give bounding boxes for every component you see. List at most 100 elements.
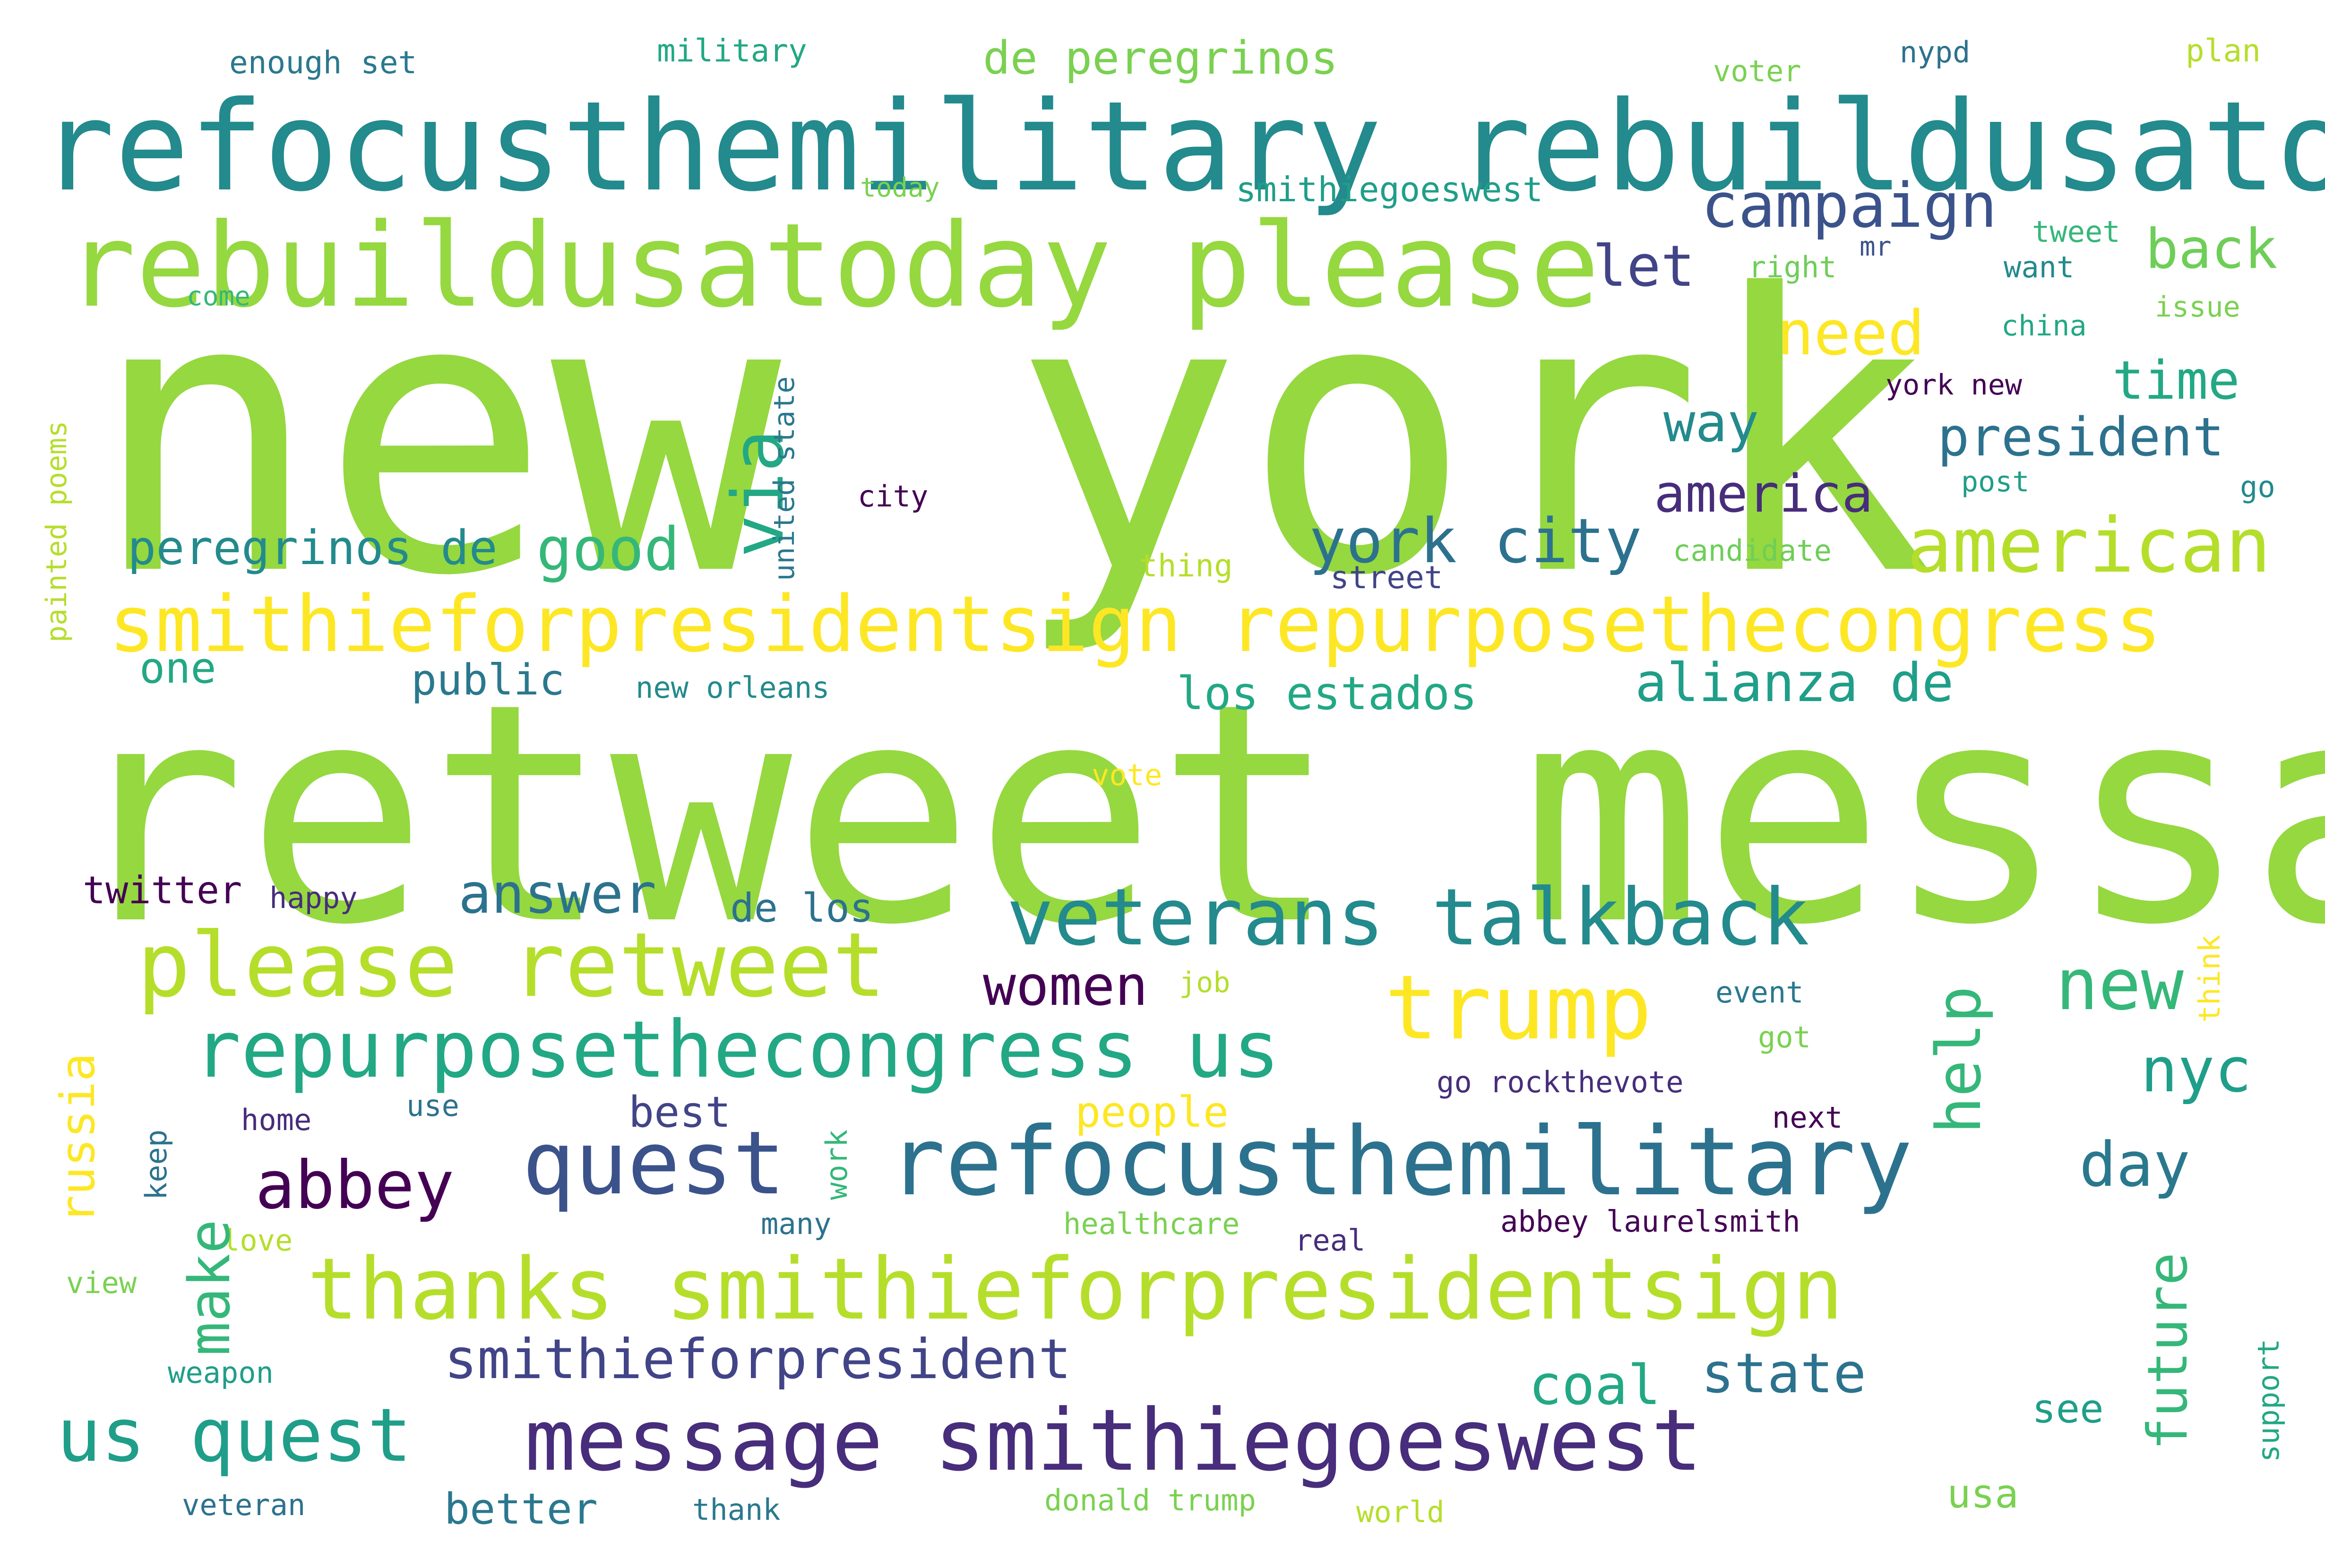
word-please-retweet: please retweet [137,914,886,1017]
word-think: think [2192,934,2227,1023]
word-one: one [139,643,216,693]
word-york-city: york city [1309,505,1642,577]
word-campaign: campaign [1701,170,1998,241]
word-let: let [1593,234,1695,300]
word-state: state [1701,1342,1867,1405]
word-got: got [1758,1020,1811,1054]
word-alianza-de: alianza de [1635,652,1954,714]
word-go-rockthevote: go rockthevote [1437,1065,1684,1099]
word-today: today [860,172,940,203]
word-peregrinos-de: peregrinos de [128,520,498,575]
word-street: street [1330,559,1443,596]
word-time: time [2112,350,2240,411]
word-right: right [1748,250,1837,284]
word-best: best [629,1088,731,1137]
word-new-york: new york [90,214,1934,660]
word-new: new [2056,944,2184,1026]
word-make: make [177,1219,243,1356]
word-healthcare: healthcare [1063,1207,1240,1241]
word-american: american [1907,501,2271,590]
word-job: job [1179,966,1231,999]
word-donald-trump: donald trump [1044,1483,1256,1517]
word-keep: keep [139,1129,173,1200]
word-use: use [406,1088,459,1123]
word-thing: thing [1139,548,1233,584]
word-future: future [2136,1252,2200,1450]
word-real: real [1295,1223,1366,1258]
word-support: support [2251,1338,2286,1462]
word-next: next [1772,1100,1843,1135]
word-refocusthemilitary-rebuildusatoday: refocusthemilitary rebuildusatoday [40,75,2325,219]
word-happy: happy [269,881,358,915]
word-come: come [187,281,250,312]
word-smithieforpresidentsign-repurposethecongress: smithieforpresidentsign repurposethecong… [109,579,2162,669]
word-enough-set: enough set [229,44,417,81]
word-post: post [1961,465,2030,498]
word-message-smithiegoeswest: message smithiegoeswest [525,1391,1703,1490]
word-vote: vote [1092,758,1162,792]
word-women: women [983,954,1148,1018]
word-retweet-message: retweet message [64,639,2325,991]
word-refocusthemilitary: refocusthemilitary [888,1107,1913,1217]
word-better: better [444,1484,598,1534]
word-way: way [1663,393,1759,454]
word-world: world [1356,1495,1445,1529]
word-rebuildusatoday-please: rebuildusatoday please [66,198,1600,333]
word-candidate: candidate [1673,533,1832,568]
word-us-quest: us quest [57,1392,412,1478]
word-veteran: veteran [182,1488,306,1522]
word-home: home [241,1103,312,1137]
word-painted-poems: painted poems [40,420,73,643]
word-united-state: united state [768,376,801,581]
word-want: want [2004,250,2075,284]
word-abbey: abbey [255,1147,455,1224]
word-people: people [1075,1088,1229,1137]
word-new-orleans: new orleans [636,670,830,705]
word-abbey-laurelsmith: abbey laurelsmith [1500,1204,1800,1239]
word-los-estados: los estados [1177,667,1477,720]
word-nypd: nypd [1900,35,1971,69]
word-weapon: weapon [168,1355,274,1390]
word-day: day [2079,1129,2190,1200]
word-voter: voter [1713,54,1801,88]
word-veterans-talkback: veterans talkback [1007,872,1809,963]
word-need: need [1777,297,1925,369]
word-plan: plan [2186,33,2261,69]
word-tweet: tweet [2032,214,2120,249]
word-de-los: de los [730,885,874,931]
word-president: president [1938,407,2224,468]
word-coal: coal [1529,1354,1661,1417]
word-good: good [536,514,680,584]
word-smithiegoeswest: smithiegoeswest [1236,170,1543,209]
word-city: city [858,479,929,514]
word-quest: quest [522,1112,785,1214]
word-york-new: york new [1886,368,2022,402]
word-nyc: nyc [2141,1034,2252,1106]
word-thanks-smithieforpresidentsign: thanks smithieforpresidentsign [307,1240,1844,1339]
word-work: work [819,1129,854,1200]
word-many: many [761,1207,832,1241]
word-trump: trump [1385,956,1652,1060]
word-twitter: twitter [83,868,242,912]
word-see: see [2032,1386,2104,1432]
word-help: help [1923,985,1995,1134]
word-issue: issue [2155,291,2240,324]
word-de-peregrinos: de peregrinos [983,32,1338,85]
word-thank: thank [692,1492,781,1527]
word-back: back [2145,217,2278,281]
word-go: go [2240,470,2275,504]
word-usa: usa [1947,1471,2019,1517]
word-china: china [2001,309,2087,343]
word-answer: answer [458,862,657,926]
word-event: event [1715,975,1804,1010]
word-love: love [222,1223,293,1258]
word-military: military [657,33,807,69]
word-view: view [66,1266,137,1300]
word-repurposethecongress-us: repurposethecongress us [194,1004,1280,1096]
word-america: america [1654,463,1873,524]
word-russia: russia [50,1053,105,1224]
word-smithieforpresident: smithieforpresident [444,1328,1071,1391]
word-public: public [411,655,565,705]
word-mr: mr [1860,231,1892,262]
